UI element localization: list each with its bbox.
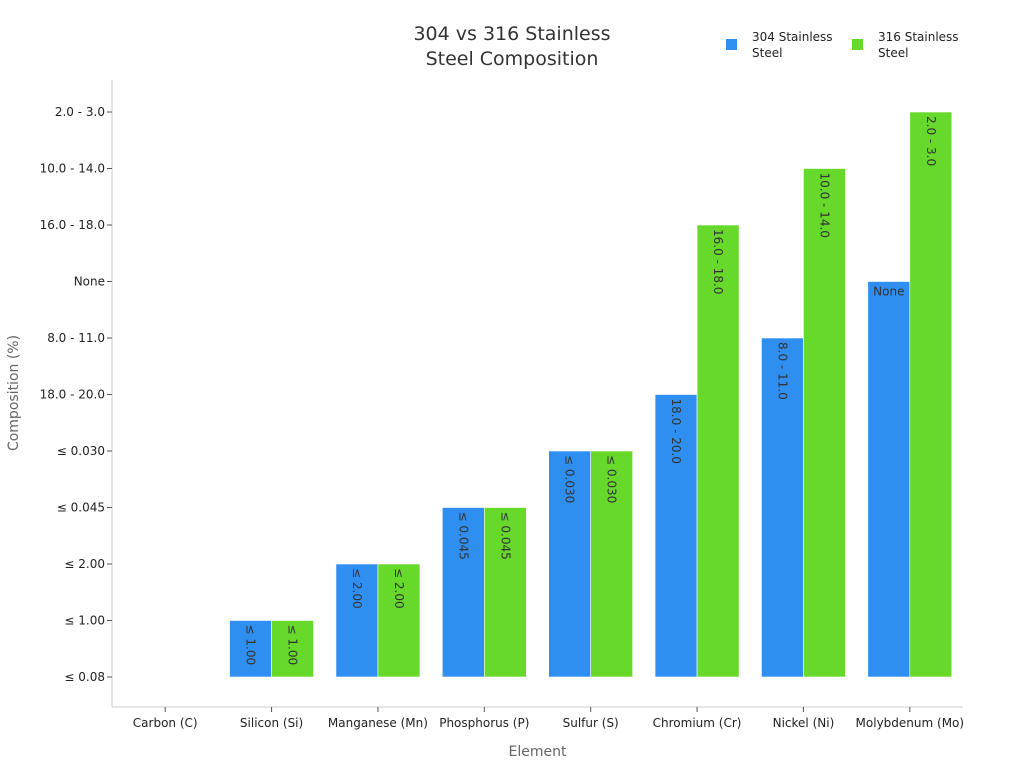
bar-value-label: 8.0 - 11.0 — [775, 342, 789, 400]
y-tick-label: 18.0 - 20.0 — [40, 388, 105, 402]
y-axis-title: Composition (%) — [6, 335, 22, 451]
bar-value-label: ≤ 0.030 — [605, 455, 619, 503]
legend-label: 304 Stainless — [752, 30, 833, 44]
chart-axes: ≤ 0.08 ≤ 1.00 ≤ 2.00 ≤ 0.045 ≤ 0.030 18.0 - 2… — [40, 80, 964, 730]
legend-item: 316 Stainless Steel — [852, 30, 959, 60]
chart-bar-labels: ≤ 1.00 ≤ 2.00 ≤ 0.045 ≤ 0.030 18.0 - 20.0 8.0… — [244, 116, 938, 665]
x-tick-label: Silicon (Si) — [240, 716, 303, 730]
bar-value-label: ≤ 1.00 — [244, 625, 258, 666]
y-tick-label: ≤ 0.045 — [57, 501, 105, 515]
x-tick-label: Carbon (C) — [133, 716, 198, 730]
bar-value-label: ≤ 2.00 — [392, 568, 406, 609]
legend-label: 316 Stainless — [878, 30, 959, 44]
x-tick-label: Sulfur (S) — [563, 716, 619, 730]
bar-304-7 — [867, 281, 911, 678]
bar-316-7 — [909, 111, 953, 678]
x-tick-label: Chromium (Cr) — [653, 716, 742, 730]
bar-316-5 — [696, 224, 740, 678]
bar-value-label: ≤ 0.030 — [563, 455, 577, 503]
y-tick-label: ≤ 0.030 — [57, 444, 105, 458]
x-tick-label: Molybdenum (Mo) — [856, 716, 965, 730]
bar-316-4 — [590, 450, 633, 678]
bar-316-2 — [377, 563, 421, 678]
y-tick-label: 10.0 - 14.0 — [40, 162, 105, 176]
chart-title-line: Steel Composition — [426, 48, 599, 70]
x-tick-label: Phosphorus (P) — [439, 716, 529, 730]
x-axis-title: Element — [509, 744, 567, 760]
bar-value-label: ≤ 2.00 — [350, 568, 364, 609]
bar-304-2 — [335, 563, 379, 678]
legend-swatch — [726, 39, 737, 50]
y-tick-label: 8.0 - 11.0 — [47, 331, 105, 345]
bar-304-3 — [442, 507, 485, 678]
bar-value-label: ≤ 0.045 — [498, 512, 512, 560]
legend-label: Steel — [878, 46, 908, 60]
chart-title: 304 vs 316 Stainless Steel Composition — [413, 23, 610, 70]
x-tick-label: Nickel (Ni) — [773, 716, 835, 730]
chart-title-line: 304 vs 316 Stainless — [413, 23, 610, 45]
bar-316-1 — [271, 620, 314, 678]
y-tick-label: 2.0 - 3.0 — [55, 105, 105, 119]
bar-value-label: 16.0 - 18.0 — [711, 229, 725, 294]
y-tick-label: ≤ 1.00 — [64, 614, 105, 628]
bar-value-label: 2.0 - 3.0 — [924, 116, 938, 166]
y-tick-label: 16.0 - 18.0 — [40, 218, 105, 232]
bar-value-label: 18.0 - 20.0 — [669, 399, 683, 464]
y-tick-label: ≤ 2.00 — [64, 557, 105, 571]
bar-316-6 — [803, 168, 846, 678]
bar-value-label: ≤ 0.045 — [456, 512, 470, 560]
y-tick-label: ≤ 0.08 — [64, 670, 105, 684]
bar-304-5 — [654, 394, 698, 678]
bar-value-label: None — [873, 285, 904, 299]
legend-item: 304 Stainless Steel — [726, 30, 833, 60]
bar-316-3 — [484, 507, 527, 678]
bar-304-6 — [761, 337, 804, 678]
bar-304-4 — [548, 450, 591, 678]
chart-legend: 304 Stainless Steel 316 Stainless Steel — [726, 30, 959, 60]
legend-swatch — [852, 39, 863, 50]
bar-value-label: 10.0 - 14.0 — [817, 173, 831, 238]
x-tick-label: Manganese (Mn) — [328, 716, 428, 730]
chart-bars — [229, 111, 953, 678]
bar-value-label: ≤ 1.00 — [286, 625, 300, 666]
legend-label: Steel — [752, 46, 782, 60]
y-tick-label: None — [74, 275, 105, 289]
